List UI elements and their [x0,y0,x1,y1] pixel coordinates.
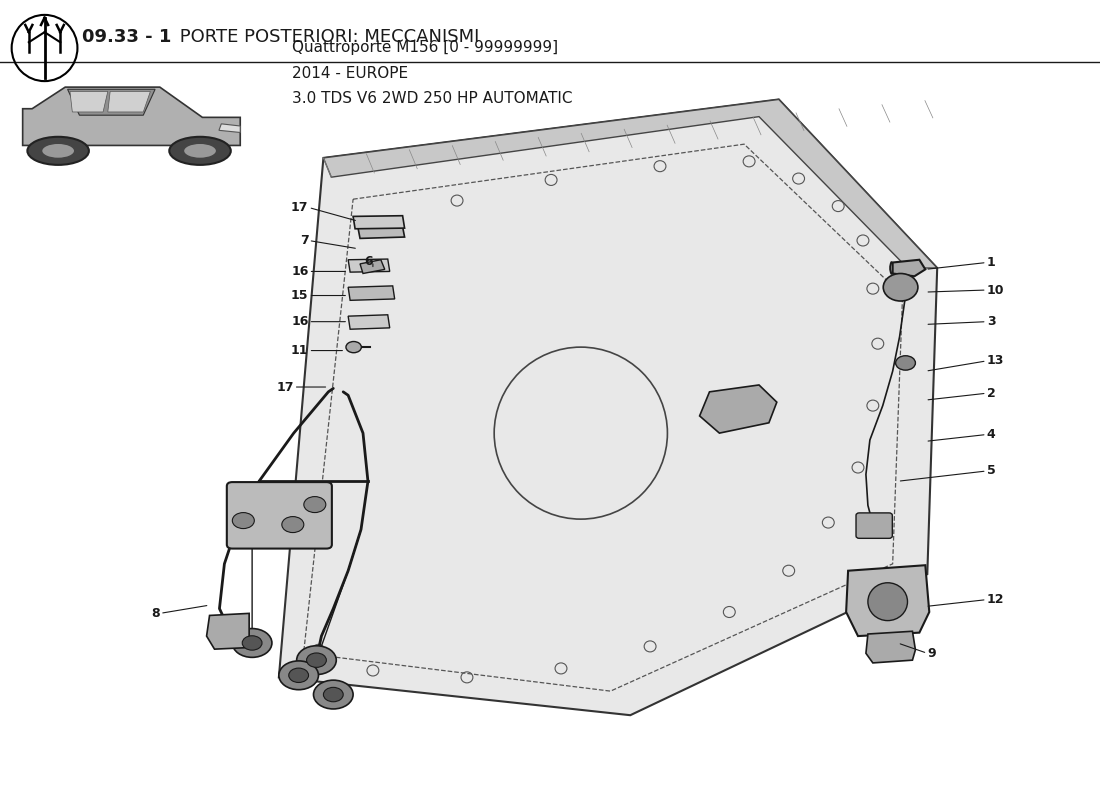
Polygon shape [70,91,108,112]
Polygon shape [892,260,925,276]
Text: 2: 2 [987,386,996,400]
Text: 5: 5 [987,465,996,478]
Circle shape [278,661,319,690]
Text: 12: 12 [987,593,1004,606]
Polygon shape [348,314,389,330]
Text: PORTE POSTERIORI: MECCANISMI: PORTE POSTERIORI: MECCANISMI [174,28,480,46]
Circle shape [169,137,231,165]
Text: 8: 8 [152,607,161,620]
Polygon shape [866,631,915,663]
Ellipse shape [868,582,908,621]
Polygon shape [23,87,240,146]
Polygon shape [219,124,240,133]
Circle shape [242,636,262,650]
Polygon shape [108,91,151,112]
Circle shape [297,646,337,674]
Text: 17: 17 [276,381,294,394]
Text: 1: 1 [987,256,996,269]
Polygon shape [348,259,389,272]
Polygon shape [846,566,929,636]
Polygon shape [700,385,777,433]
Text: 4: 4 [987,428,996,441]
Polygon shape [358,226,405,238]
Polygon shape [348,286,395,300]
Circle shape [323,687,343,702]
Polygon shape [323,99,937,268]
Circle shape [232,513,254,529]
Text: 11: 11 [292,344,308,357]
Circle shape [895,356,915,370]
Text: 6: 6 [364,254,373,268]
Text: 17: 17 [292,201,308,214]
Polygon shape [207,614,249,649]
Text: 2014 - EUROPE: 2014 - EUROPE [292,66,408,81]
Text: Quattroporte M156 [0 - 99999999]: Quattroporte M156 [0 - 99999999] [292,40,558,55]
Circle shape [304,497,326,513]
Text: 3.0 TDS V6 2WD 250 HP AUTOMATIC: 3.0 TDS V6 2WD 250 HP AUTOMATIC [292,91,572,106]
Circle shape [282,517,304,533]
Text: 16: 16 [292,265,308,278]
Circle shape [232,629,272,658]
Circle shape [307,653,327,667]
Text: 09.33 - 1: 09.33 - 1 [82,28,172,46]
Text: 15: 15 [292,289,308,302]
Circle shape [42,143,75,158]
Text: 16: 16 [292,315,308,328]
Circle shape [314,680,353,709]
Text: 9: 9 [927,646,936,660]
Text: 7: 7 [300,234,308,247]
Polygon shape [360,260,385,274]
Text: 3: 3 [987,315,996,328]
Ellipse shape [883,274,917,301]
Circle shape [345,342,361,353]
Circle shape [288,668,308,682]
FancyBboxPatch shape [856,513,892,538]
Polygon shape [67,90,155,115]
Text: 10: 10 [987,283,1004,297]
Text: 13: 13 [987,354,1004,367]
Polygon shape [353,216,405,229]
Circle shape [184,143,217,158]
FancyBboxPatch shape [227,482,332,549]
Circle shape [28,137,89,165]
Polygon shape [278,99,937,715]
